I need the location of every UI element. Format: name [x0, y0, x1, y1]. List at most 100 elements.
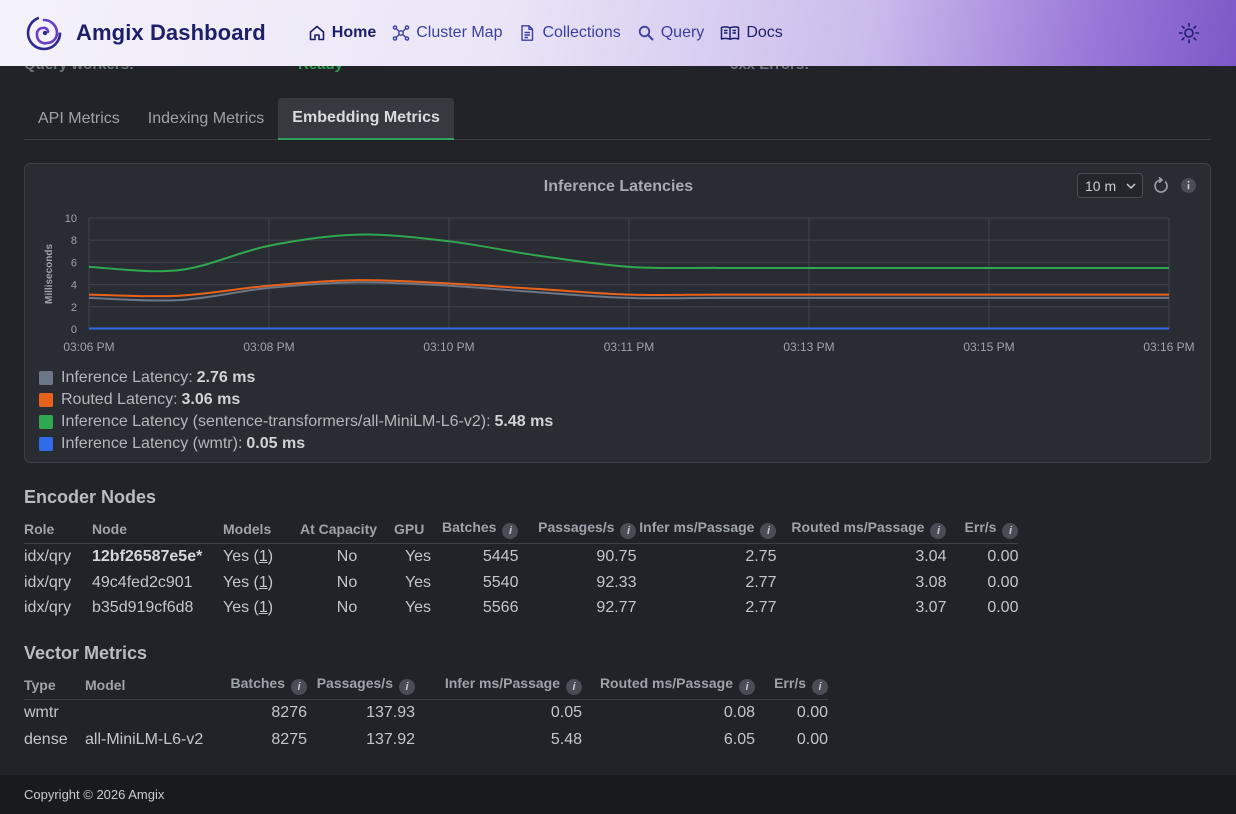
col-models[interactable]: Models — [223, 515, 300, 544]
col-node[interactable]: Node — [92, 515, 223, 544]
cell-role: idx/qry — [24, 598, 72, 616]
col-passages-label: Passages/s — [316, 674, 393, 691]
cell-models: Yes (1) — [223, 595, 300, 620]
brand[interactable]: Amgix Dashboard — [26, 15, 266, 51]
vector-metrics-title: Vector Metrics — [24, 643, 148, 663]
legend-item-routed[interactable]: Routed Latency:3.06 ms — [39, 389, 553, 411]
cell-routed: 3.08 — [915, 573, 947, 591]
series-line[interactable] — [88, 281, 1169, 302]
tab-indexing-metrics[interactable]: Indexing Metrics — [147, 110, 265, 127]
col-routed[interactable]: Routed ms/Passage i — [776, 515, 947, 544]
reset-zoom-icon[interactable] — [1152, 177, 1170, 195]
col-gpu[interactable]: GPU — [394, 515, 442, 544]
info-icon[interactable]: i — [399, 678, 415, 695]
info-icon[interactable]: i — [812, 678, 828, 695]
col-passages[interactable]: Passages/s i — [518, 515, 637, 544]
info-icon[interactable]: i — [291, 678, 307, 695]
info-icon[interactable]: i — [620, 522, 637, 539]
col-model[interactable]: Model — [85, 671, 215, 700]
col-infer[interactable]: Infer ms/Passage i — [415, 671, 582, 700]
tab-embedding-metrics[interactable]: Embedding Metrics — [278, 98, 454, 140]
col-infer[interactable]: Infer ms/Passage i — [636, 515, 777, 544]
legend-swatch — [39, 415, 53, 429]
latency-line-chart[interactable]: 0 2 4 6 8 10 03:06 PM 03:08 PM 03:10 PM 03:11 PM 0… — [25, 164, 1212, 364]
col-passages[interactable]: Passages/s i — [307, 671, 415, 700]
col-at-capacity[interactable]: At Capacity — [300, 515, 394, 544]
table-row: idx/qry 49c4fed2c901 Yes (1) No Yes 5540… — [24, 570, 1018, 595]
nav-cluster-map[interactable]: Cluster Map — [392, 24, 502, 42]
legend-label: Inference Latency — [61, 369, 189, 386]
nav-home[interactable]: Home — [308, 24, 376, 42]
info-icon[interactable]: i — [502, 522, 519, 539]
inference-latency-card: Inference Latencies 10 m 0 2 4 6 8 10 03:06 PM… — [24, 163, 1211, 463]
info-icon[interactable] — [1180, 177, 1197, 194]
info-icon[interactable]: i — [739, 678, 755, 695]
series-line[interactable] — [88, 233, 1169, 273]
nav-docs[interactable]: Docs — [720, 24, 783, 42]
cell-passages: 92.77 — [596, 598, 637, 616]
cell-gpu: Yes — [404, 598, 432, 616]
col-err[interactable]: Err/s i — [946, 515, 1019, 544]
col-err[interactable]: Err/s i — [755, 671, 828, 700]
info-icon[interactable]: i — [1002, 522, 1019, 539]
col-routed-label: Routed ms/Passage — [791, 518, 925, 535]
search-icon — [638, 25, 654, 41]
cell-batches: 5540 — [482, 573, 519, 591]
cell-capacity: No — [336, 547, 358, 565]
cell-node: 12bf26587e5e* — [92, 547, 203, 565]
spiral-logo-icon — [26, 15, 62, 51]
cell-routed: 0.08 — [723, 704, 755, 722]
cell-capacity: No — [336, 573, 358, 591]
chart-legend: Inference Latency:2.76 ms Routed Latency… — [39, 367, 553, 455]
sun-icon[interactable] — [1178, 22, 1200, 44]
cell-role: idx/qry — [24, 547, 72, 565]
info-icon[interactable]: i — [566, 678, 582, 695]
y-tick-label: 8 — [71, 235, 77, 247]
legend-value: 0.05 ms — [246, 435, 306, 452]
cell-err: 0.00 — [987, 598, 1019, 616]
cell-model — [85, 699, 215, 727]
col-passages-label: Passages/s — [538, 518, 615, 535]
col-type[interactable]: Type — [24, 671, 85, 700]
top-navbar: Amgix Dashboard Home Cluster Map Collect… — [0, 0, 1236, 66]
cell-batches: 5445 — [482, 547, 519, 565]
cell-model: all-MiniLM-L6-v2 — [85, 730, 204, 748]
cell-infer: 2.75 — [745, 547, 777, 565]
y-tick-label: 2 — [71, 302, 77, 314]
info-icon[interactable]: i — [760, 522, 777, 539]
nav-query[interactable]: Query — [637, 24, 705, 42]
cell-type: wmtr — [24, 704, 59, 722]
encoder-nodes-table: Role Node Models At Capacity GPU Batches… — [24, 515, 1019, 620]
col-batches[interactable]: Batches i — [442, 515, 519, 544]
legend-item-inference[interactable]: Inference Latency:2.76 ms — [39, 367, 553, 389]
nav-collections-label: Collections — [542, 24, 621, 41]
models-count-link[interactable]: 1 — [258, 573, 268, 591]
x-tick-label: 03:16 PM — [1143, 340, 1194, 354]
legend-item-wmtr[interactable]: Inference Latency (wmtr):0.05 ms — [39, 433, 553, 455]
models-yes: Yes ( — [223, 573, 259, 591]
y-tick-label: 6 — [71, 257, 77, 269]
cell-models: Yes (1) — [223, 543, 300, 570]
col-batches[interactable]: Batches i — [215, 671, 307, 700]
cell-type: dense — [24, 730, 68, 748]
y-tick-label: 4 — [71, 280, 77, 292]
col-routed[interactable]: Routed ms/Passage i — [582, 671, 755, 700]
x-tick-label: 03:13 PM — [783, 340, 834, 354]
metrics-tabs: API Metrics Indexing Metrics Embedding M… — [24, 98, 1211, 140]
table-row: dense all-MiniLM-L6-v2 8275 137.92 5.48 … — [24, 727, 828, 752]
info-icon[interactable]: i — [930, 522, 947, 539]
models-count-link[interactable]: 1 — [258, 598, 268, 616]
tab-api-metrics[interactable]: API Metrics — [38, 110, 120, 127]
cell-infer: 2.77 — [745, 573, 777, 591]
series-line[interactable] — [88, 279, 1169, 298]
col-role[interactable]: Role — [24, 515, 92, 544]
cell-infer: 5.48 — [550, 730, 582, 748]
nav-cluster-label: Cluster Map — [416, 24, 503, 41]
nav-query-label: Query — [660, 24, 705, 41]
time-range-select[interactable]: 10 m — [1077, 173, 1143, 198]
legend-item-minilm[interactable]: Inference Latency (sentence-transformers… — [39, 411, 553, 433]
y-axis-label: Milliseconds — [44, 244, 55, 304]
models-close: ) — [267, 573, 274, 591]
nav-collections[interactable]: Collections — [518, 24, 621, 42]
models-count-link[interactable]: 1 — [258, 547, 268, 565]
